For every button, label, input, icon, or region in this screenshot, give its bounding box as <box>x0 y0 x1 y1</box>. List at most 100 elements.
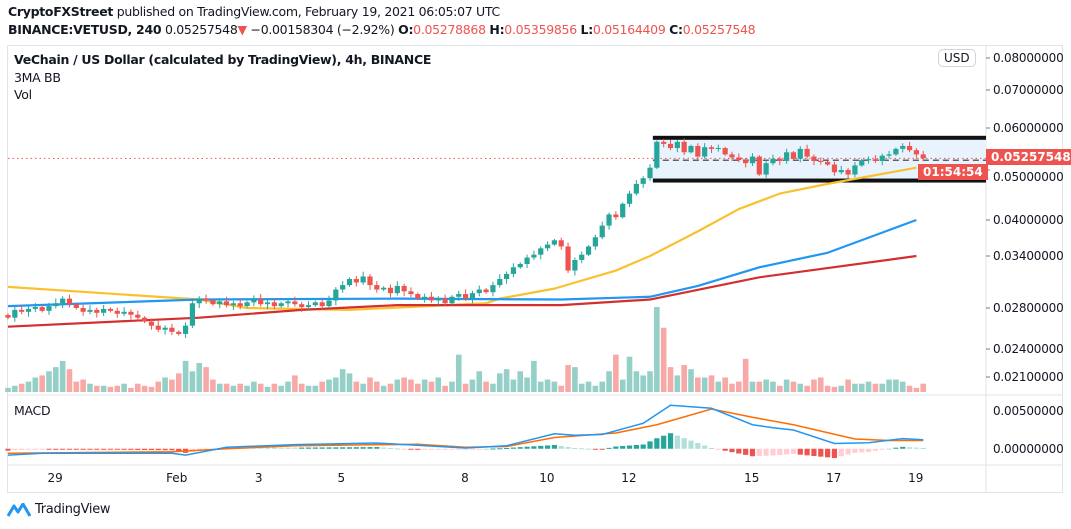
candle-body <box>60 298 66 304</box>
candle-body <box>729 154 735 158</box>
macd-histogram-bar <box>838 448 844 457</box>
volume-bar <box>626 356 633 392</box>
price-axis-tick: 0.05000000 <box>993 170 1064 184</box>
ma-slow-line <box>7 254 917 328</box>
volume-bar <box>654 307 660 392</box>
candle-body <box>497 279 503 286</box>
volume-bar <box>886 379 892 392</box>
volume-bar <box>148 386 155 392</box>
price-axis-tick: 0.02800000 <box>993 301 1064 315</box>
candle-body <box>381 287 387 290</box>
candle-body <box>346 279 353 286</box>
volume-bar <box>701 377 708 392</box>
candle-body <box>845 170 851 175</box>
candle-body <box>449 296 455 304</box>
macd-histogram-bar <box>920 448 926 449</box>
candle-body <box>770 158 776 164</box>
candle-body <box>620 203 626 218</box>
indicator-vol-label[interactable]: Vol <box>14 87 32 102</box>
candle-body <box>53 303 59 307</box>
volume-bar <box>510 379 517 392</box>
candle-body <box>674 141 680 149</box>
volume-bar <box>551 381 558 392</box>
candle-body <box>483 289 489 293</box>
macd-histogram-bar <box>524 446 530 449</box>
volume-bar <box>230 385 237 392</box>
candle-body <box>722 148 728 155</box>
volume-bar <box>114 385 121 392</box>
candle-body <box>790 152 797 159</box>
high-value: 0.05359856 <box>504 22 577 37</box>
volume-bar <box>913 387 920 392</box>
macd-histogram-bar <box>469 448 476 450</box>
macd-histogram-bar <box>538 445 544 449</box>
volume-bar <box>804 385 810 392</box>
candle-body <box>811 156 817 161</box>
volume-bar <box>87 383 93 392</box>
macd-histogram-bar <box>497 448 503 450</box>
volume-bar <box>80 379 86 392</box>
macd-histogram-bar <box>483 448 489 450</box>
down-arrow-icon: ▼ <box>237 22 248 37</box>
candle-body <box>681 141 687 153</box>
candle-body <box>73 304 79 308</box>
macd-histogram-bar <box>449 448 455 450</box>
volume-bar <box>25 381 32 392</box>
macd-histogram-bar <box>654 438 660 449</box>
candle-body <box>25 308 32 312</box>
volume-bar <box>278 385 284 392</box>
volume-bar <box>141 385 148 392</box>
macd-histogram-bar <box>722 448 728 451</box>
macd-histogram-bar <box>517 447 523 449</box>
volume-bar <box>435 377 442 392</box>
publish-info: CryptoFXStreet published on TradingView.… <box>8 4 500 19</box>
candle-body <box>319 302 325 307</box>
macd-histogram-bar <box>859 448 865 453</box>
publisher-name[interactable]: CryptoFXStreet <box>8 4 114 19</box>
tradingview-logo[interactable]: TradingView <box>7 502 111 517</box>
volume-bar <box>496 373 503 392</box>
published-text: published on TradingView.com, February 1… <box>113 4 501 19</box>
candle-body <box>572 259 578 271</box>
macd-histogram-bar <box>66 448 73 450</box>
volume-bar <box>387 383 394 392</box>
macd-histogram-bar <box>258 447 264 449</box>
volume-bar <box>483 381 489 392</box>
macd-histogram-bar <box>39 448 45 450</box>
candle-body <box>524 257 530 264</box>
macd-histogram-bar <box>674 435 680 449</box>
volume-bar <box>811 379 817 392</box>
volume-bar <box>421 379 428 392</box>
low-label: L: <box>580 22 594 37</box>
ma-fast-line <box>7 166 917 312</box>
candle-body <box>189 303 196 326</box>
price-change: −0.00158304 (−2.92%) <box>250 22 395 37</box>
currency-button[interactable]: USD <box>938 49 976 67</box>
indicator-bb-label[interactable]: 3MA BB <box>14 70 61 85</box>
macd-label[interactable]: MACD <box>14 403 51 418</box>
volume-bar <box>380 385 387 392</box>
volume-bar <box>776 385 783 392</box>
volume-bar <box>66 369 73 392</box>
macd-histogram-bar <box>688 440 694 449</box>
macd-histogram-bar <box>278 447 284 449</box>
candle-body <box>353 279 359 283</box>
close-value: 0.05257548 <box>682 22 756 37</box>
volume-bar <box>401 377 407 392</box>
candle-body <box>169 327 175 332</box>
candle-body <box>654 141 660 168</box>
macd-histogram-bar <box>743 448 749 455</box>
macd-histogram-bar <box>531 446 537 449</box>
candle-body <box>66 298 73 305</box>
candle-body <box>80 308 86 312</box>
low-value: 0.05164409 <box>592 22 666 37</box>
candle-body <box>825 161 831 165</box>
symbol-info: BINANCE:VETUSD, 240 0.05257548▼ −0.00158… <box>8 22 756 37</box>
candle-body <box>442 298 448 304</box>
volume-bar <box>749 381 756 392</box>
volume-bar <box>558 385 565 392</box>
macd-histogram-bar <box>647 441 653 449</box>
candle-body <box>223 301 230 306</box>
volume-bar <box>353 381 360 392</box>
